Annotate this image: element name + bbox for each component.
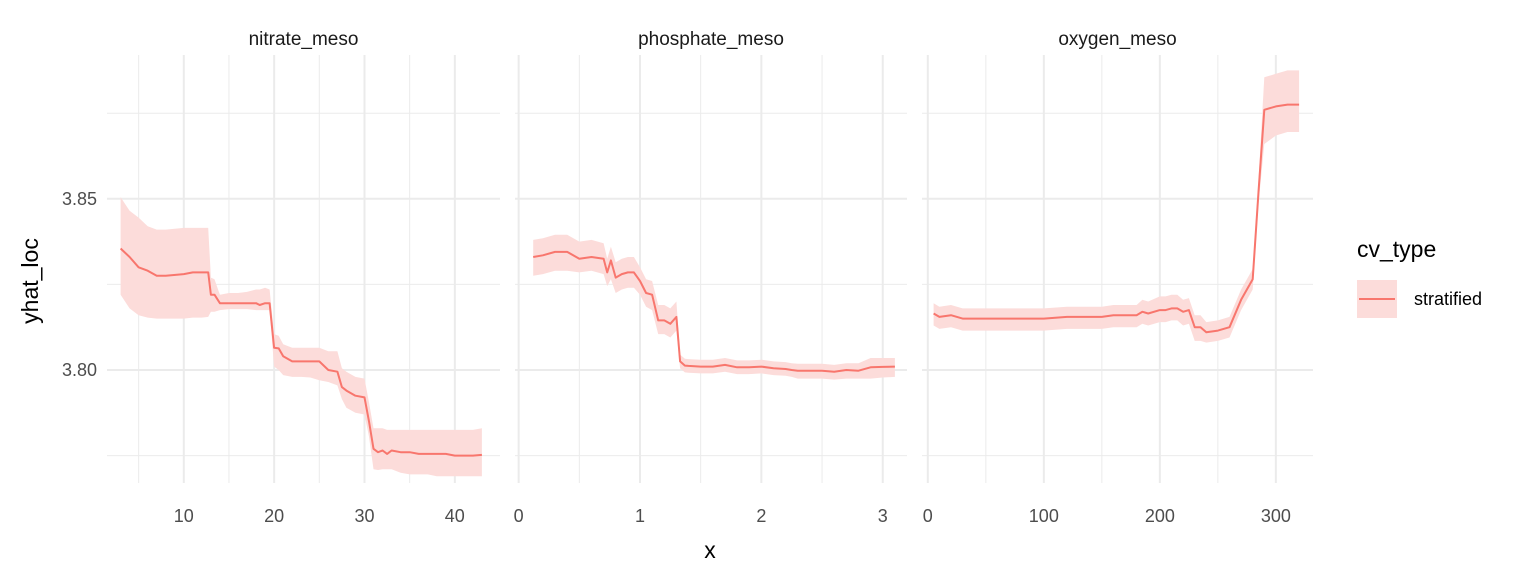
x-tick-label: 300 xyxy=(1261,506,1291,526)
y-tick-label: 3.80 xyxy=(62,360,97,380)
x-tick-label: 30 xyxy=(354,506,374,526)
series-line-stratified xyxy=(933,103,1300,334)
x-axis-title: x xyxy=(704,537,716,563)
legend: cv_type stratified xyxy=(1357,236,1482,318)
confidence-ribbon-stratified xyxy=(933,70,1300,343)
y-tick-label: 3.85 xyxy=(62,189,97,209)
x-tick-label: 200 xyxy=(1145,506,1175,526)
x-tick-label: 3 xyxy=(878,506,888,526)
x-tick-label: 40 xyxy=(445,506,465,526)
facet-panel-phosphate_meso: 0 1 2 3 phosphate_meso xyxy=(514,29,907,526)
chart-panels: 3.80 3.85 10 20 30 40 nitrate_meso 0 1 2 3 phosphat… xyxy=(62,29,1313,526)
legend-title: cv_type xyxy=(1357,236,1436,262)
series-line-stratified xyxy=(533,250,895,373)
facet-panel-oxygen_meso: 0 100 200 300 oxygen_meso xyxy=(922,29,1313,526)
facet-title: phosphate_meso xyxy=(638,29,784,50)
x-tick-label: 10 xyxy=(174,506,194,526)
facet-title: nitrate_meso xyxy=(249,29,359,50)
x-tick-label: 1 xyxy=(635,506,645,526)
confidence-ribbon-stratified xyxy=(120,197,482,477)
confidence-ribbon-stratified xyxy=(533,234,895,380)
facet-title: oxygen_meso xyxy=(1058,29,1176,50)
series-line-stratified xyxy=(119,247,482,457)
x-tick-label: 20 xyxy=(264,506,284,526)
y-axis-title: yhat_loc xyxy=(17,238,43,324)
x-tick-label: 0 xyxy=(923,506,933,526)
facet-panel-nitrate_meso: 10 20 30 40 nitrate_meso xyxy=(107,29,500,526)
x-tick-label: 2 xyxy=(756,506,766,526)
legend-label-stratified: stratified xyxy=(1414,289,1482,309)
x-tick-label: 0 xyxy=(514,506,524,526)
x-tick-label: 100 xyxy=(1029,506,1059,526)
